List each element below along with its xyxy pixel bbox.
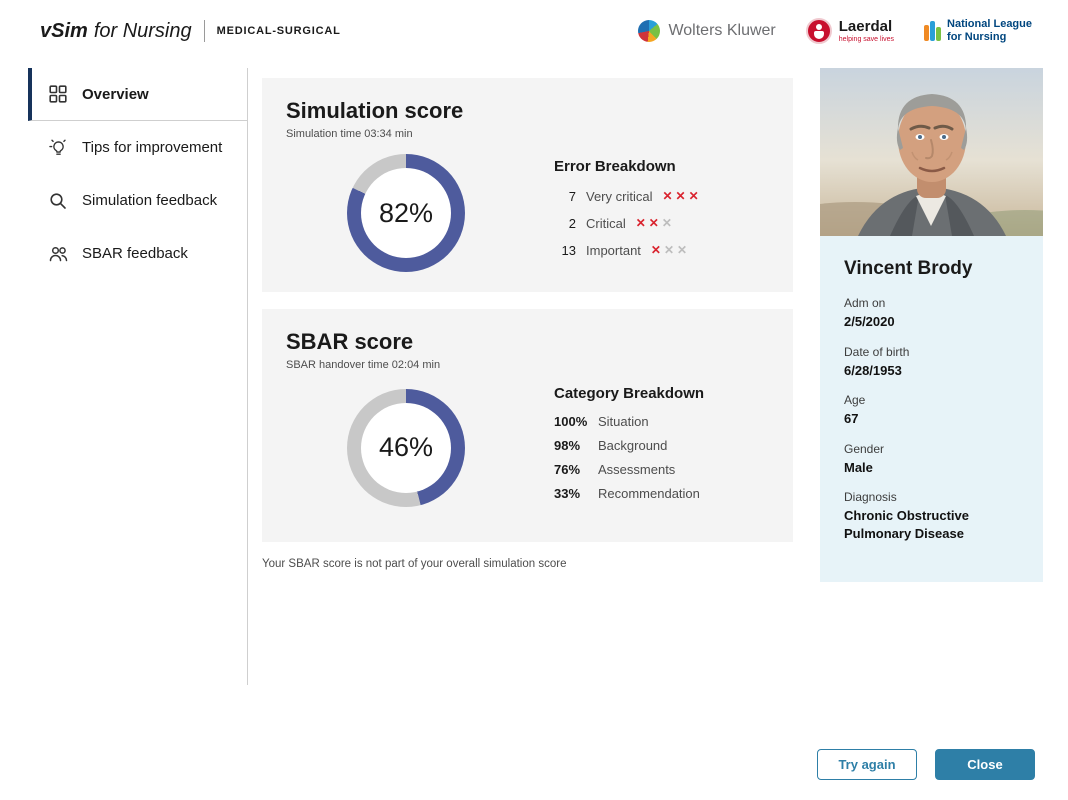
simulation-score-title: Simulation score [286,98,464,123]
sbar-score-donut: 46% [347,388,465,507]
severity-marks: ✕ ✕ ✕ [635,216,672,230]
main-content: Simulation score Simulation time 03:34 m… [262,78,793,570]
category-breakdown-title: Category Breakdown [554,385,705,402]
patient-panel: Vincent Brody Adm on 2/5/2020 Date of bi… [820,68,1043,583]
patient-field-gender: Gender Male [844,441,885,475]
laerdal-tagline: helping save lives [838,36,895,43]
sidebar: Overview Tips for improvement Simulation… [28,68,248,685]
sidebar-item-label: SBAR feedback [82,245,188,262]
wolters-kluwer-globe-icon [638,20,661,42]
nln-logo: National League for Nursing [924,18,1032,43]
brand-divider [203,20,205,42]
sidebar-item-sbar-feedback[interactable]: SBAR feedback [28,227,247,280]
simulation-score-donut: 82% [347,154,465,272]
category-label: Situation [598,414,649,429]
patient-name: Vincent Brody [844,258,973,279]
app-header: vSim for Nursing MEDICAL-SURGICAL Wolter… [0,0,1068,62]
sidebar-item-overview[interactable]: Overview [28,68,247,121]
nln-name-line2: for Nursing [947,31,1007,43]
error-count: 13 [561,242,576,258]
search-icon [48,191,68,211]
nln-name-line1: National League [947,18,1032,31]
simulation-score-card: Simulation score Simulation time 03:34 m… [262,78,793,292]
brand: vSim for Nursing MEDICAL-SURGICAL [40,20,341,43]
category-row-recommendation: 33% Recommendation [554,486,769,501]
footer-actions: Try again Close [817,749,1035,780]
category-percent: 76% [554,462,581,477]
sbar-handover-time: SBAR handover time 02:04 min [286,359,441,371]
error-label: Critical [586,215,626,231]
wolters-kluwer-logo: Wolters Kluwer [638,20,776,42]
sidebar-item-label: Simulation feedback [82,192,218,209]
category-row-assessments: 76% Assessments [554,462,769,477]
simulation-score-value: 82% [378,197,434,228]
error-breakdown: Error Breakdown 7 Very critical ✕ ✕ ✕ 2 Cr… [526,158,769,268]
error-count: 2 [568,215,576,231]
grid-icon [48,84,68,104]
brand-suffix: for Nursing [93,19,192,42]
patient-field-diagnosis: Diagnosis Chronic Obstructive Pulmonary … [844,490,969,541]
sbar-score-card: SBAR score SBAR handover time 02:04 min … [262,309,793,542]
patient-field-age: Age 67 [844,393,866,427]
category-percent: 98% [554,438,581,453]
sbar-score-value: 46% [378,432,434,462]
severity-marks: ✕ ✕ ✕ [662,189,699,203]
category-percent: 100% [554,414,588,429]
error-label: Important [586,242,641,258]
category-label: Recommendation [598,486,700,501]
error-row-very-critical: 7 Very critical ✕ ✕ ✕ [554,187,769,205]
close-button[interactable]: Close [935,749,1035,780]
wolters-kluwer-name: Wolters Kluwer [668,22,776,39]
category-row-situation: 100% Situation [554,414,769,429]
patient-photo [820,68,1043,236]
patient-field-admitted: Adm on 2/5/2020 [844,296,895,329]
error-label: Very critical [586,188,653,204]
error-row-critical: 2 Critical ✕ ✕ ✕ [554,214,769,232]
laerdal-logo: Laerdal helping save lives [805,18,895,44]
category-percent: 33% [554,486,581,501]
brand-vsim: vSim [40,19,88,42]
partner-logos: Wolters Kluwer Laerdal helping save live… [638,18,1032,44]
category-row-background: 98% Background [554,438,769,453]
sidebar-item-simulation-feedback[interactable]: Simulation feedback [28,174,247,227]
simulation-time: Simulation time 03:34 min [286,128,413,140]
severity-marks: ✕ ✕ ✕ [650,243,688,257]
people-icon [48,244,68,264]
patient-field-dob: Date of birth 6/28/1953 [844,344,910,378]
laerdal-icon [805,18,832,44]
nln-icon [924,21,942,41]
sidebar-item-label: Tips for improvement [82,139,223,156]
error-count: 7 [568,188,576,204]
laerdal-name: Laerdal [838,18,893,35]
sidebar-item-label: Overview [82,85,149,103]
patient-info: Vincent Brody Adm on 2/5/2020 Date of bi… [820,236,1043,583]
error-breakdown-title: Error Breakdown [554,158,676,175]
category-breakdown: Category Breakdown 100% Situation 98% Ba… [526,385,769,510]
lightbulb-icon [48,138,68,158]
category-label: Background [598,438,668,453]
product-name: MEDICAL-SURGICAL [216,25,341,37]
try-again-button[interactable]: Try again [817,749,917,780]
category-label: Assessments [598,462,676,477]
sbar-score-title: SBAR score [286,329,414,354]
error-row-important: 13 Important ✕ ✕ ✕ [554,241,769,259]
sbar-score-note: Your SBAR score is not part of your over… [262,558,567,570]
sidebar-item-tips[interactable]: Tips for improvement [28,121,247,174]
